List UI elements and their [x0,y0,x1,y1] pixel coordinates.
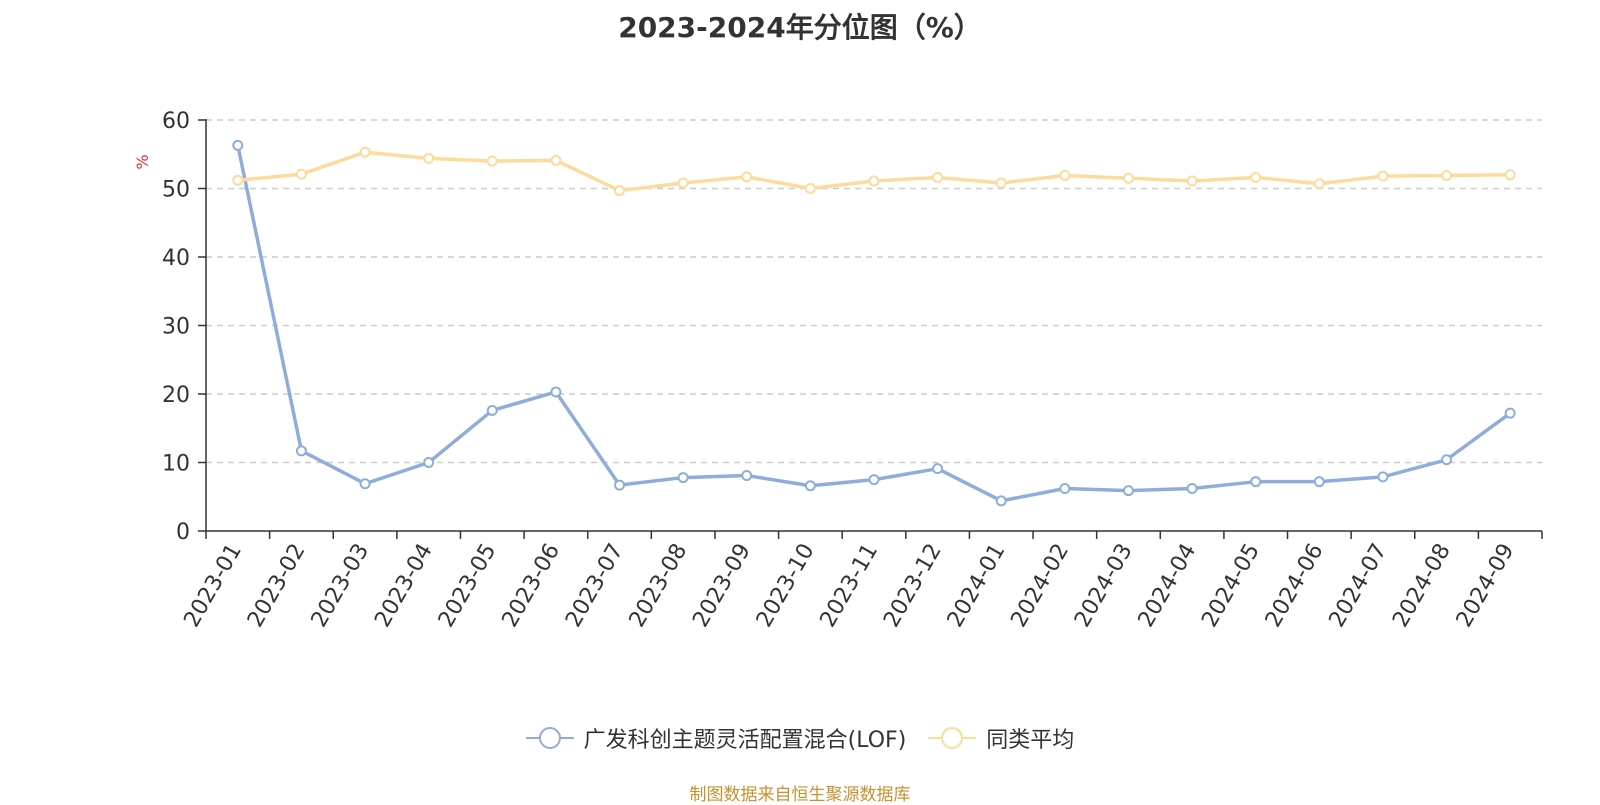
legend-swatch-circle [538,727,561,749]
legend: 广发科创主题灵活配置混合(LOF) 同类平均 [0,722,1600,754]
data-point [741,470,753,482]
data-point [359,478,371,490]
data-point [804,183,816,194]
x-tick-label: 2023-06 [497,540,565,632]
data-point [677,177,689,189]
data-point [932,463,944,475]
series-layer [232,139,1516,507]
data-point [1441,169,1453,181]
series-line [236,143,1512,503]
data-point [550,386,562,398]
data-point [295,445,307,457]
data-point [1313,476,1325,488]
chart-title: 2023-2024年分位图（%） [618,11,982,44]
legend-item[interactable]: 广发科创主题灵活配置混合(LOF) [525,722,907,754]
data-point [1186,175,1198,187]
data-point [1250,172,1262,184]
data-point [1504,169,1516,181]
axes: 0102030405060%2023-012023-022023-032023-… [133,109,1543,632]
legend-swatch-circle [941,727,964,749]
source-note: 制图数据来自恒生聚源数据库 [689,785,911,805]
legend-item[interactable]: 同类平均 [928,722,1074,754]
x-tick-label: 2023-08 [625,540,693,632]
data-point [995,177,1007,189]
series-group [232,139,1516,507]
legend-label: 同类平均 [986,728,1075,753]
legend-swatch-icon [525,727,574,749]
x-tick-label: 2023-03 [307,540,375,632]
y-tick-label: 50 [162,178,190,203]
data-point [232,139,244,151]
y-tick-label: 60 [162,109,190,134]
data-point [677,472,689,484]
y-tick-label: 0 [176,520,190,545]
data-point [423,457,435,468]
data-point [295,168,307,180]
x-tick-label: 2023-11 [816,540,884,632]
x-tick-label: 2023-02 [243,540,311,632]
data-point [614,185,626,197]
data-point [1377,170,1389,182]
data-point [1250,476,1262,488]
series-group [232,146,1516,197]
data-point [1059,483,1071,495]
x-tick-label: 2024-06 [1261,540,1329,632]
legend-swatch-icon [928,727,977,749]
data-point [804,480,816,492]
x-tick-label: 2024-09 [1452,540,1520,632]
data-point [1313,178,1325,190]
x-tick-label: 2023-12 [879,540,947,632]
x-tick-label: 2023-09 [688,540,756,632]
data-point [1441,454,1453,466]
x-tick-label: 2023-05 [434,540,502,632]
line-chart: 0102030405060%2023-012023-022023-032023-… [133,109,1543,632]
data-point [614,479,626,491]
x-tick-label: 2023-01 [179,540,247,632]
x-tick-label: 2024-05 [1197,540,1265,632]
data-point [995,495,1007,507]
data-point [932,172,944,184]
x-tick-label: 2024-04 [1134,540,1202,632]
y-tick-label: 30 [162,315,190,340]
x-tick-label: 2023-04 [370,540,438,632]
data-point [232,174,244,186]
data-point [1059,169,1071,181]
y-axis-label: % [133,154,152,169]
data-point [868,175,880,187]
x-tick-label: 2023-10 [752,540,820,632]
data-point [423,152,435,164]
x-tick-label: 2024-08 [1388,540,1456,632]
data-point [550,154,562,166]
data-point [486,404,498,416]
x-tick-label: 2023-07 [561,540,629,632]
data-point [359,146,371,158]
y-tick-label: 20 [162,383,190,408]
y-tick-label: 40 [162,246,190,271]
x-tick-label: 2024-07 [1325,540,1393,632]
data-point [1504,407,1516,419]
data-point [1186,483,1198,495]
x-tick-label: 2024-01 [943,540,1011,632]
x-tick-label: 2024-03 [1070,540,1138,632]
data-point [486,155,498,167]
data-point [1122,485,1134,497]
data-point [741,171,753,183]
x-tick-label: 2024-02 [1006,540,1074,632]
legend-label: 广发科创主题灵活配置混合(LOF) [583,728,907,753]
data-point [868,474,880,486]
data-point [1122,172,1134,184]
y-tick-label: 10 [162,452,190,477]
grid-lines [206,119,1542,464]
data-point [1377,471,1389,483]
